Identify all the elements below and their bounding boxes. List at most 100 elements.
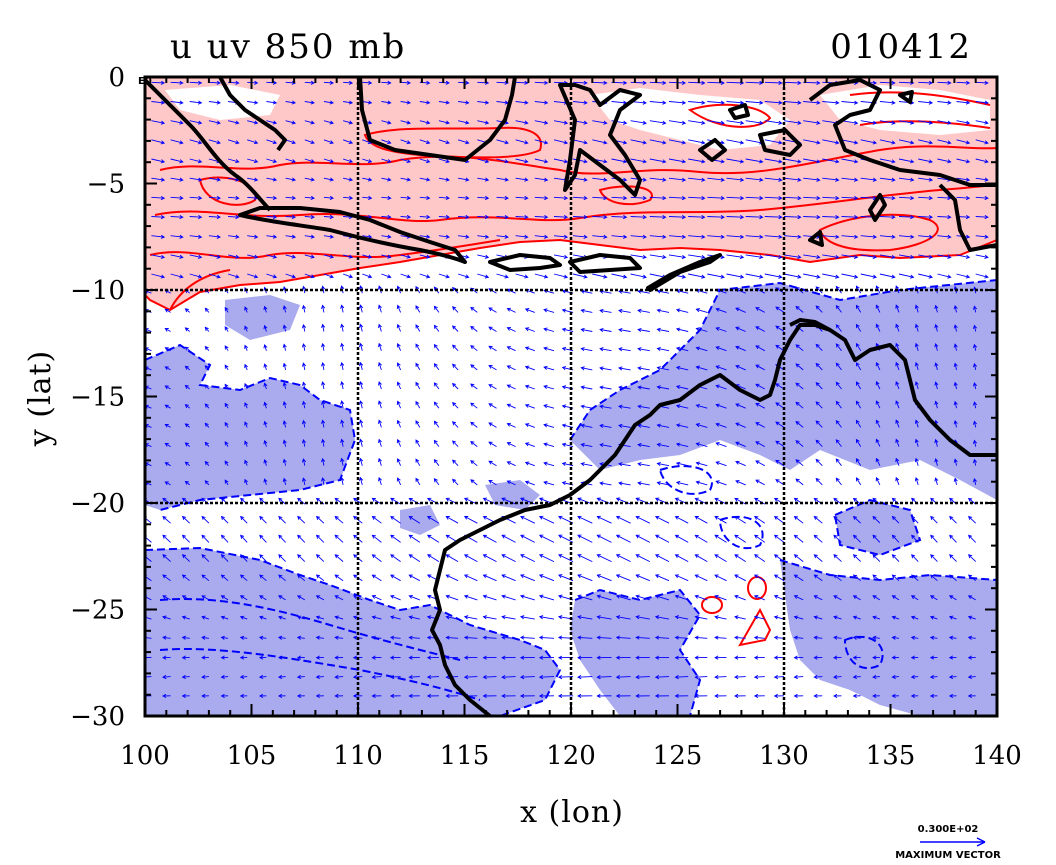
wind-vector (914, 361, 919, 371)
wind-vector (930, 595, 938, 601)
wind-vector (813, 534, 823, 543)
wind-vector (855, 362, 862, 371)
wind-vector (477, 158, 490, 164)
wind-vector (775, 383, 785, 390)
wind-vector (400, 177, 412, 182)
wind-vector (381, 80, 392, 85)
wind-vector (734, 516, 746, 524)
wind-vector (426, 693, 439, 698)
wind-vector (596, 615, 612, 620)
wind-vector (674, 675, 689, 680)
wind-vector (577, 615, 593, 620)
wind-vector (755, 326, 766, 332)
wind-vector (362, 158, 373, 164)
wind-vector (734, 615, 746, 620)
wind-vector (735, 460, 746, 467)
wind-vector (553, 215, 569, 220)
wind-vector (164, 404, 171, 409)
wind-vector (813, 515, 823, 524)
wind-vector (189, 158, 203, 164)
wind-vector (755, 383, 766, 390)
wind-vector (285, 214, 297, 220)
wind-vector (674, 534, 689, 543)
wind-vector (543, 442, 555, 448)
wind-vector (181, 497, 190, 505)
wind-vector (803, 196, 821, 201)
wind-vector (304, 120, 315, 125)
wind-vector (543, 308, 555, 313)
wind-vector (918, 254, 934, 259)
wind-vector (972, 401, 978, 409)
wind-vector (833, 574, 842, 582)
wind-vector (793, 615, 804, 620)
wind-vector (482, 554, 497, 562)
wind-vector (715, 480, 727, 486)
wind-vector (803, 177, 821, 182)
wind-vector (488, 326, 497, 332)
wind-vector (726, 100, 745, 105)
wind-vector (396, 285, 402, 294)
wind-vector (841, 100, 859, 105)
wind-vector (914, 342, 919, 351)
wind-vector (378, 476, 382, 486)
wind-vector (408, 516, 421, 524)
wind-vector (342, 139, 354, 145)
wind-vector (342, 158, 354, 164)
wind-vector (501, 574, 516, 582)
wind-vector (668, 120, 687, 125)
wind-vector (352, 693, 363, 699)
wind-vector (953, 343, 958, 351)
wind-vector (972, 324, 978, 332)
wind-vector (501, 615, 516, 620)
wind-vector (895, 361, 900, 371)
wind-vector (968, 515, 977, 524)
wind-vector (201, 655, 209, 660)
wind-vector (934, 323, 939, 332)
wind-vector (400, 120, 412, 125)
wind-vector (240, 554, 248, 562)
wind-vector (315, 574, 325, 582)
wind-vector (967, 635, 976, 640)
wind-vector (561, 461, 574, 467)
wind-vector (438, 273, 450, 279)
wind-vector (726, 177, 745, 182)
negative-region-southcentral (570, 590, 700, 716)
wind-vector (596, 635, 612, 640)
wind-vector (754, 534, 766, 543)
wind-vector (875, 476, 881, 486)
wind-vector (948, 674, 957, 680)
wind-vector (247, 254, 259, 259)
wind-vector (956, 196, 971, 201)
wind-vector (783, 80, 802, 85)
wind-vector (162, 497, 171, 505)
graticule (145, 77, 997, 716)
wind-vector (656, 366, 670, 371)
wind-vector (389, 635, 401, 640)
wind-vector (396, 304, 402, 313)
wind-vector (795, 363, 804, 371)
wind-vector (914, 381, 919, 390)
wind-vector (637, 442, 650, 448)
wind-vector (635, 594, 650, 601)
wind-vector (872, 635, 880, 640)
wind-vector (400, 100, 412, 105)
wind-vector (707, 100, 725, 105)
wind-vector (244, 325, 248, 332)
wind-vector (189, 177, 203, 182)
negative-region-west (145, 345, 355, 510)
wind-vector (879, 139, 896, 145)
wind-vector (745, 177, 764, 182)
wind-vector (396, 323, 402, 332)
wind-vector (342, 120, 354, 125)
wind-vector (534, 80, 549, 85)
wind-vector (918, 273, 934, 279)
wind-vector (833, 615, 842, 620)
wind-vector (975, 195, 989, 201)
wind-vector (707, 177, 725, 182)
wind-vector (656, 481, 670, 486)
wind-vector (164, 481, 171, 486)
wind-vector (408, 675, 420, 680)
wind-vector (189, 120, 203, 125)
wind-vector (714, 635, 727, 640)
wind-vector (378, 361, 382, 371)
